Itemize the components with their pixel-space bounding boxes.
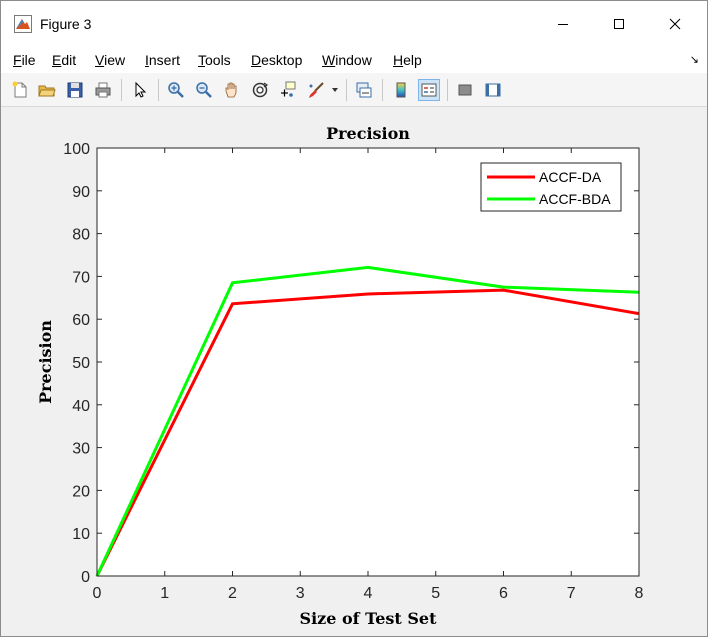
y-axis-label: Precision [36,320,55,404]
hide-plot-tools-icon [458,84,472,96]
rotate-3d-button[interactable] [249,79,271,101]
x-tick-label: 5 [431,585,440,602]
new-figure-button[interactable] [9,79,31,101]
y-tick-label: 20 [72,483,90,500]
toolbar-separator [346,79,347,101]
print-button[interactable] [92,79,114,101]
save-button[interactable] [64,79,86,101]
edit-plot-button[interactable] [129,79,151,101]
maximize-button[interactable] [591,1,647,47]
toolbar-separator [382,79,383,101]
brush-dropdown-button[interactable] [329,79,341,101]
print-icon [95,82,111,98]
title-bar: Figure 3 [1,1,707,47]
series-line-1[interactable] [95,288,640,577]
legend-box [480,162,622,212]
x-tick-label: 8 [635,585,644,602]
x-tick-label: 7 [567,585,576,602]
menu-bar: File Edit View Insert Tools Desktop Wind… [1,47,707,73]
y-tick-label: 40 [72,398,90,415]
new-figure-icon [12,81,27,98]
x-tick-label: 1 [160,585,169,602]
axes-box [96,147,640,577]
menu-edit[interactable]: Edit [52,52,77,68]
brush-dropdown-icon [332,88,338,92]
menu-file[interactable]: File [13,52,36,68]
insert-colorbar-icon [396,82,406,98]
y-tick-label: 50 [72,355,90,372]
open-file-icon [38,85,56,97]
menu-tools[interactable]: Tools [198,52,231,68]
menu-view[interactable]: View [95,52,126,68]
x-tick-label: 4 [364,585,373,602]
chart-title: Precision [326,124,410,143]
toolbar-separator [447,79,448,101]
close-icon [669,18,681,30]
brush-icon [309,82,324,98]
legend[interactable]: ACCF-DA ACCF-BDA [480,162,622,212]
y-tick-label: 30 [72,441,90,458]
x-axis-label: Size of Test Set [300,609,438,628]
y-tick-label: 80 [72,227,90,244]
y-tick-label: 60 [72,312,90,329]
series-line-2[interactable] [95,265,640,577]
data-cursor-button[interactable] [277,79,299,101]
toolbar-separator [158,79,159,101]
y-tick-label: 90 [72,184,90,201]
data-cursor-icon [281,81,296,97]
menu-insert[interactable]: Insert [145,52,181,68]
zoom-in-icon [168,82,184,98]
toolbar-separator [121,79,122,101]
save-icon [67,82,83,98]
dock-arrow-icon[interactable]: ↘ [689,54,699,66]
x-tick-label: 0 [93,585,102,602]
pan-icon [225,82,237,98]
plot-area[interactable] [97,148,639,576]
hide-plot-tools-button[interactable] [454,79,476,101]
y-tick-label: 10 [72,526,90,543]
y-tick-label: 70 [72,269,90,286]
x-tick-label: 3 [296,585,305,602]
insert-legend-icon [421,83,437,97]
zoom-in-button[interactable] [165,79,187,101]
open-file-button[interactable] [36,79,58,101]
minimize-button[interactable] [535,1,591,47]
menu-window[interactable]: Window [322,52,372,68]
window-title: Figure 3 [40,16,92,32]
menu-desktop[interactable]: Desktop [251,52,303,68]
maximize-icon [614,19,624,29]
link-plot-icon [356,82,372,98]
figure-toolbar [1,73,707,107]
show-plot-tools-button[interactable] [482,79,504,101]
rotate-3d-icon [252,82,269,98]
legend-label-1: ACCF-DA [539,169,602,185]
menu-help[interactable]: Help [393,52,422,68]
x-tick-label: 2 [228,585,237,602]
figure-canvas: 0 1 2 3 4 5 6 7 8 0 10 20 30 40 50 60 70 80 90 100 Precisio… [1,108,707,636]
link-plot-button[interactable] [353,79,375,101]
x-tick-label: 6 [499,585,508,602]
y-tick-label: 0 [81,569,90,586]
matlab-icon [14,15,32,33]
pan-button[interactable] [221,79,243,101]
zoom-out-button[interactable] [193,79,215,101]
insert-legend-button[interactable] [418,79,440,101]
zoom-out-icon [196,82,212,98]
y-tick-label: 100 [63,141,90,158]
show-plot-tools-icon [485,83,501,97]
brush-button[interactable] [305,79,327,101]
legend-label-2: ACCF-BDA [539,191,611,207]
insert-colorbar-button[interactable] [390,79,412,101]
minimize-icon [558,24,568,25]
series-lines [95,265,640,577]
edit-plot-icon [135,81,147,98]
close-button[interactable] [647,1,703,47]
